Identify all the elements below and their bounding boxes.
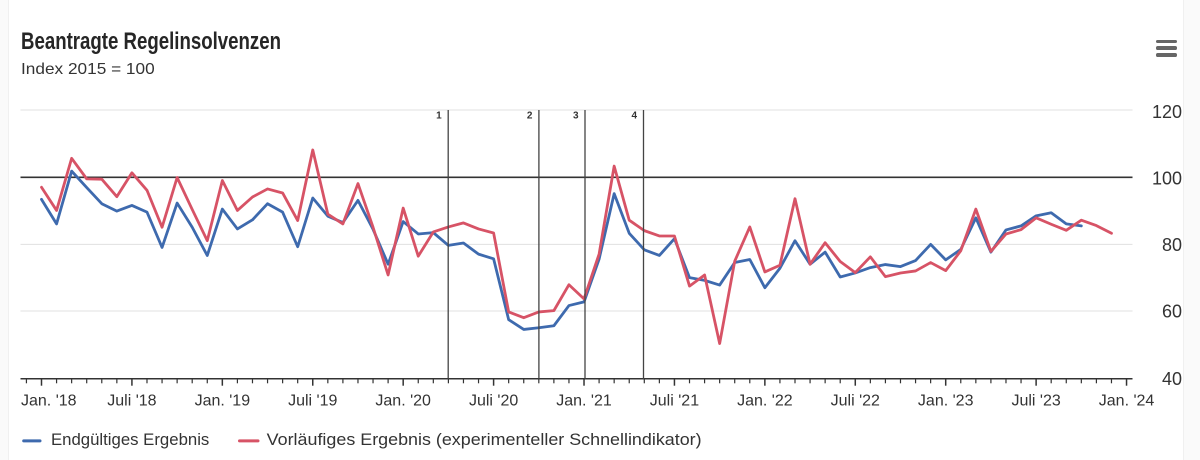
svg-text:4: 4 (631, 111, 637, 122)
svg-text:Juli '20: Juli '20 (469, 393, 518, 410)
svg-text:Juli '23: Juli '23 (1011, 393, 1060, 410)
svg-text:Jan. '23: Jan. '23 (918, 393, 974, 410)
svg-text:Jan. '24: Jan. '24 (1099, 393, 1155, 410)
svg-text:2: 2 (527, 111, 533, 122)
svg-text:40: 40 (1162, 369, 1182, 389)
svg-text:Endgültiges Ergebnis: Endgültiges Ergebnis (51, 430, 209, 449)
svg-text:100: 100 (1152, 168, 1182, 188)
svg-text:Juli '18: Juli '18 (107, 393, 156, 410)
svg-text:Jan. '19: Jan. '19 (195, 393, 251, 410)
svg-text:Juli '21: Juli '21 (650, 393, 699, 410)
svg-text:3: 3 (573, 111, 579, 122)
svg-text:Jan. '18: Jan. '18 (21, 393, 77, 410)
svg-text:Juli '19: Juli '19 (288, 393, 337, 410)
svg-text:Jan. '21: Jan. '21 (556, 393, 612, 410)
svg-text:Jan. '20: Jan. '20 (375, 393, 431, 410)
svg-text:Juli '22: Juli '22 (831, 393, 880, 410)
svg-text:Vorläufiges Ergebnis (experime: Vorläufiges Ergebnis (experimenteller Sc… (267, 430, 702, 449)
svg-text:80: 80 (1162, 235, 1182, 255)
svg-text:120: 120 (1152, 102, 1182, 122)
svg-text:60: 60 (1162, 302, 1182, 322)
svg-text:Jan. '22: Jan. '22 (737, 393, 793, 410)
svg-text:1: 1 (436, 111, 442, 122)
